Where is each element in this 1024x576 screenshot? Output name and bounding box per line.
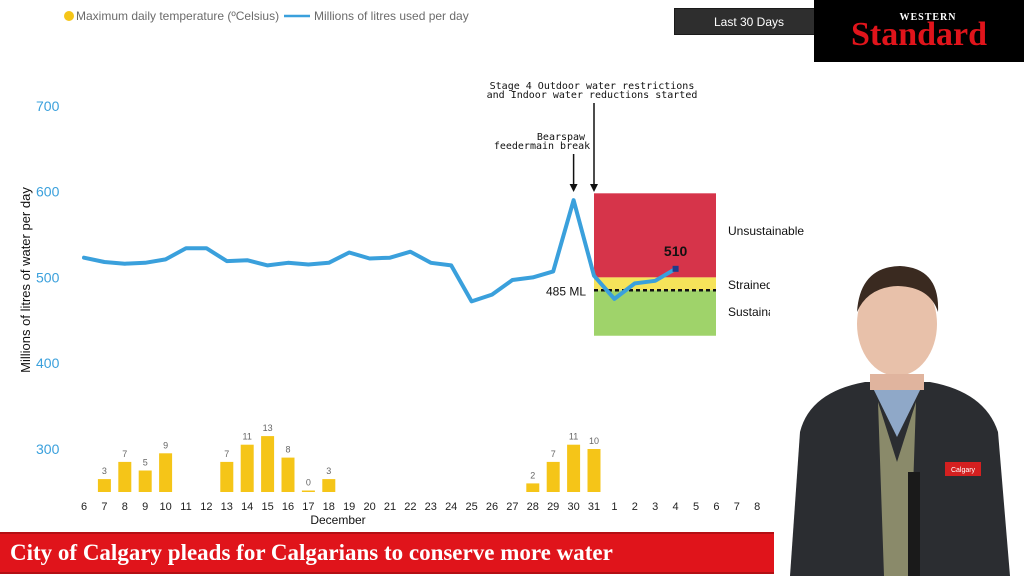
- y-tick-label: 500: [36, 269, 60, 285]
- x-tick-label: 28: [527, 501, 539, 513]
- temperature-bar: [220, 461, 234, 492]
- x-tick-label: 18: [323, 501, 335, 513]
- y-tick-label: 300: [36, 441, 60, 457]
- x-tick-label: 19: [343, 501, 355, 513]
- x-tick-label: 24: [445, 501, 457, 513]
- x-tick-label: 8: [122, 501, 128, 513]
- x-tick-label: 1: [611, 501, 617, 513]
- x-tick-label: 2: [632, 501, 638, 513]
- zone-label-strained: Strained: [728, 278, 773, 292]
- x-tick-label: 11: [180, 501, 191, 513]
- x-tick-label: 25: [465, 501, 477, 513]
- annotation-bearspaw-line1: Bearspaw: [537, 132, 586, 143]
- x-tick-label: 10: [159, 501, 171, 513]
- x-tick-label: 8: [754, 501, 760, 513]
- x-tick-label: 31: [588, 501, 600, 513]
- y-tick-label: 400: [36, 355, 60, 371]
- temperature-bar: [240, 444, 254, 492]
- zone-unsustainable: [594, 193, 716, 278]
- period-selector-button[interactable]: Last 30 Days: [674, 8, 824, 35]
- legend-temperature-label: Maximum daily temperature (ºCelsius): [76, 9, 279, 23]
- annotation-bearspaw-line2: feedermain break: [494, 141, 590, 152]
- annotation-stage4-line2: and Indoor water reductions started: [487, 90, 698, 101]
- legend-temperature-swatch: [64, 11, 74, 21]
- x-tick-label: 5: [693, 501, 699, 513]
- x-tick-label: 6: [713, 501, 719, 513]
- y-axis-label: Millions of litres of water per day: [18, 187, 33, 373]
- usage-series-line: [82, 198, 678, 304]
- x-tick-label: 3: [652, 501, 658, 513]
- logo-main-text: Standard: [850, 16, 988, 53]
- speaker-photo: Calgary: [770, 262, 1024, 576]
- x-tick-label: 20: [363, 501, 375, 513]
- x-tick-label: 7: [734, 501, 740, 513]
- x-tick-label: 23: [425, 501, 437, 513]
- annotation-bearspaw-arrowhead: [569, 184, 578, 192]
- zone-strained: [594, 277, 716, 291]
- x-tick-label: 22: [404, 501, 416, 513]
- x-axis-label: December: [310, 513, 365, 527]
- temperature-bar-label: 0: [306, 478, 311, 488]
- temperature-bar: [567, 444, 581, 492]
- temperature-bar-label: 3: [102, 466, 107, 476]
- x-tick-label: 30: [567, 501, 579, 513]
- last-value-label: 510: [664, 243, 688, 259]
- temperature-bar: [301, 490, 315, 492]
- temperature-bar-label: 7: [122, 449, 127, 459]
- temperature-bar: [322, 479, 336, 492]
- annotation-stage4-line1: Stage 4 Outdoor water restrictions: [490, 81, 695, 92]
- y-tick-label: 600: [36, 184, 60, 200]
- headline-text: City of Calgary pleads for Calgarians to…: [0, 532, 774, 574]
- temperature-bar-label: 5: [143, 458, 148, 468]
- temperature-bar: [118, 461, 132, 492]
- temperature-bar-label: 7: [551, 449, 556, 459]
- temperature-bar-label: 11: [569, 432, 578, 442]
- annotation-stage4-arrowhead: [590, 184, 598, 192]
- x-tick-label: 12: [200, 501, 212, 513]
- temperature-bar-label: 11: [243, 432, 252, 442]
- speaker-badge-text: Calgary: [951, 467, 976, 474]
- x-tick-label: 21: [384, 501, 396, 513]
- temperature-bar-label: 2: [530, 470, 535, 480]
- temperature-bar: [546, 461, 560, 492]
- zone-label-unsustainable: Unsustainable: [728, 224, 804, 238]
- temperature-bar: [526, 483, 540, 492]
- x-tick-label: 26: [486, 501, 498, 513]
- temperature-bar: [97, 479, 111, 492]
- x-tick-label: 29: [547, 501, 559, 513]
- temperature-bar: [138, 470, 152, 492]
- temperature-bar-label: 10: [589, 436, 599, 446]
- x-tick-label: 9: [142, 501, 148, 513]
- x-tick-label: 15: [261, 501, 273, 513]
- x-tick-label: 6: [81, 501, 87, 513]
- threshold-label: 485 ML: [546, 284, 586, 298]
- last-point-marker: [672, 265, 679, 272]
- temperature-bar: [261, 436, 275, 492]
- logo-top-text: WESTERN: [899, 12, 957, 23]
- headline-banner: City of Calgary pleads for Calgarians to…: [0, 530, 774, 576]
- temperature-bar: [159, 453, 173, 492]
- y-tick-label: 700: [36, 98, 60, 114]
- temperature-bar-label: 13: [263, 423, 273, 433]
- western-standard-logo: WESTERN Standard: [814, 0, 1024, 62]
- temperature-bar: [587, 449, 601, 492]
- x-tick-label: 17: [302, 501, 314, 513]
- speaker-badge: [945, 462, 981, 476]
- temperature-bar-label: 3: [326, 466, 331, 476]
- x-tick-label: 16: [282, 501, 294, 513]
- temperature-bar-label: 7: [224, 449, 229, 459]
- x-tick-label: 13: [221, 501, 233, 513]
- x-tick-label: 14: [241, 501, 253, 513]
- legend-usage-label: Millions of litres used per day: [314, 9, 469, 23]
- x-tick-label: 27: [506, 501, 518, 513]
- x-tick-label: 4: [673, 501, 679, 513]
- temperature-bar: [281, 457, 295, 492]
- x-tick-label: 7: [101, 501, 107, 513]
- temperature-bar-label: 9: [163, 440, 168, 450]
- temperature-bar-label: 8: [285, 445, 290, 455]
